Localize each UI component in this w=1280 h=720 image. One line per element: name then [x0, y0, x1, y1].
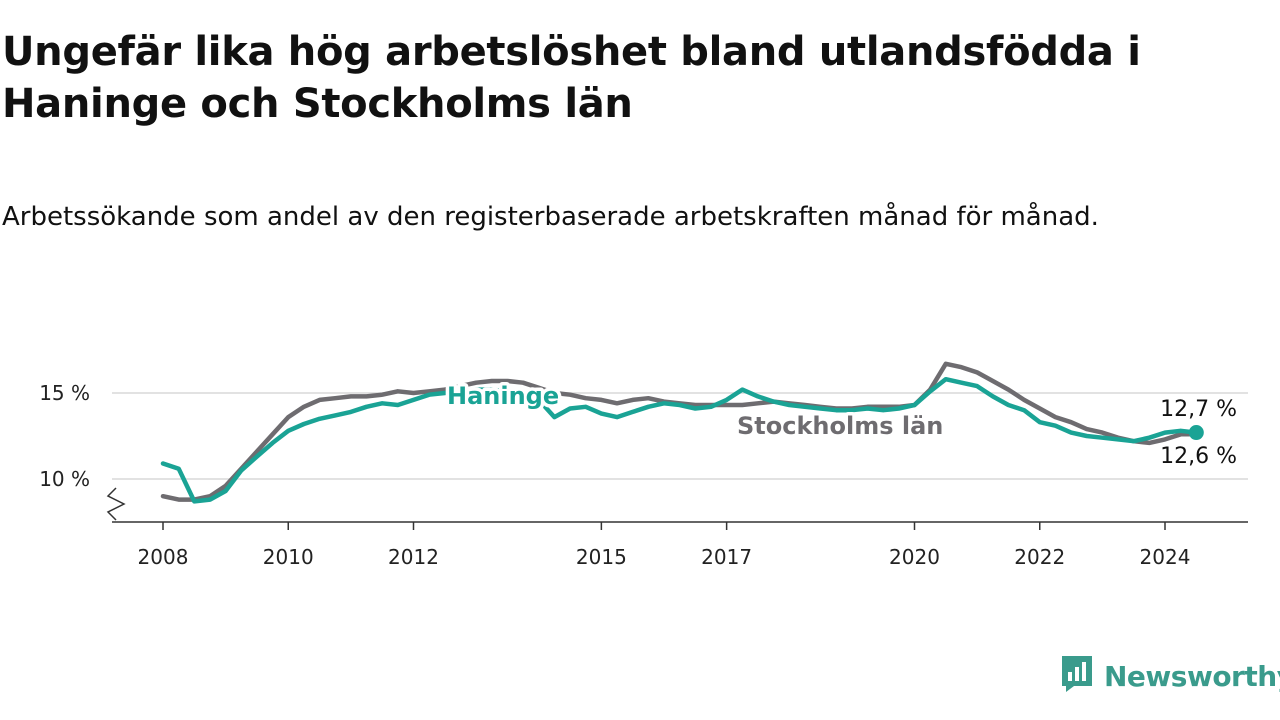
- x-tick-label: 2012: [388, 545, 439, 569]
- end-point-dot: [1188, 425, 1204, 441]
- x-tick-label: 2010: [263, 545, 314, 569]
- y-axis-break-mark: [106, 487, 126, 521]
- x-tick-label: 2024: [1140, 545, 1191, 569]
- newsworthy-brand: Newsworthy: [1060, 654, 1280, 698]
- gridlines: 10 % 15 %: [39, 381, 1248, 491]
- y-tick-label: 15 %: [39, 381, 90, 405]
- end-value-label-haninge: 12,7 %: [1160, 397, 1237, 422]
- series-label-haninge: Haninge: [447, 382, 559, 410]
- chart-title: Ungefär lika hög arbetslöshet bland utla…: [2, 29, 1141, 127]
- series-label-stockholms-lan: Stockholms län: [737, 412, 943, 440]
- end-value-label-stockholm: 12,6 %: [1160, 444, 1237, 469]
- x-tick-label: 2015: [576, 545, 627, 569]
- x-axis: 2008 2010 2012 2015 2017 2020 2022 2024: [106, 487, 1248, 569]
- chart-subtitle: Arbetssökande som andel av den registerb…: [2, 202, 1099, 232]
- x-tick-label: 2022: [1014, 545, 1065, 569]
- series-lines: [160, 361, 1204, 504]
- x-tick-label: 2008: [138, 545, 189, 569]
- chart-labels: Haninge Stockholms län 12,7 % 12,6 %: [444, 379, 1238, 470]
- x-tick-label: 2017: [701, 545, 752, 569]
- newsworthy-logo-icon: [1060, 654, 1094, 698]
- x-tick-label: 2020: [889, 545, 940, 569]
- y-tick-label: 10 %: [39, 467, 90, 491]
- newsworthy-wordmark: Newsworthy: [1104, 659, 1280, 693]
- series-line-haninge: [160, 376, 1199, 504]
